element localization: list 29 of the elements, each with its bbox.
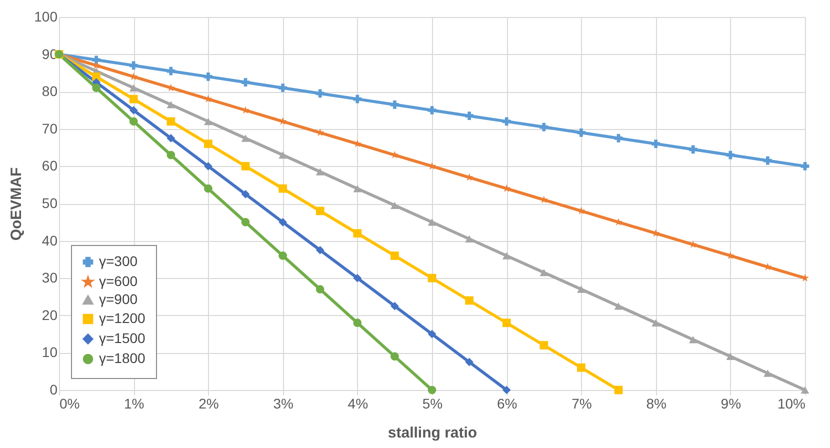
y-tick-label: 60: [42, 158, 58, 174]
y-tick-label: 10: [42, 344, 58, 360]
x-tick-label: 9%: [720, 396, 742, 412]
x-tick-label: 5%: [422, 396, 443, 412]
y-axis-title: QoEVMAF: [8, 167, 26, 241]
y-tick-label: 70: [42, 120, 58, 136]
x-tick-label: 4%: [348, 396, 368, 412]
x-tick-label: 7%: [572, 396, 592, 412]
x-tick-label: 0%: [60, 396, 80, 412]
y-tick-label: 30: [42, 270, 58, 286]
x-axis-title: stalling ratio: [388, 424, 478, 442]
x-tick-label: 1%: [124, 396, 144, 412]
legend-label: γ=1500: [99, 330, 146, 346]
x-tick-label: 10%: [777, 396, 806, 412]
legend-label: γ=1800: [99, 350, 146, 366]
y-tick-label: 80: [42, 83, 58, 100]
y-tick-label: 50: [42, 195, 58, 211]
x-tick-label: 6%: [496, 396, 518, 412]
legend-label: γ=600: [99, 273, 138, 289]
y-tick-label: 100: [34, 8, 58, 24]
legend-label: γ=900: [99, 291, 138, 307]
y-tick-label: 0: [50, 382, 58, 398]
legend-label: γ=1200: [99, 310, 146, 326]
legend-label: γ=300: [99, 253, 138, 269]
x-tick-label: 2%: [198, 396, 219, 412]
x-tick-label: 8%: [646, 396, 666, 412]
y-tick-label: 40: [42, 232, 58, 248]
y-tick-label: 20: [42, 306, 58, 323]
x-tick-label: 3%: [273, 396, 294, 412]
